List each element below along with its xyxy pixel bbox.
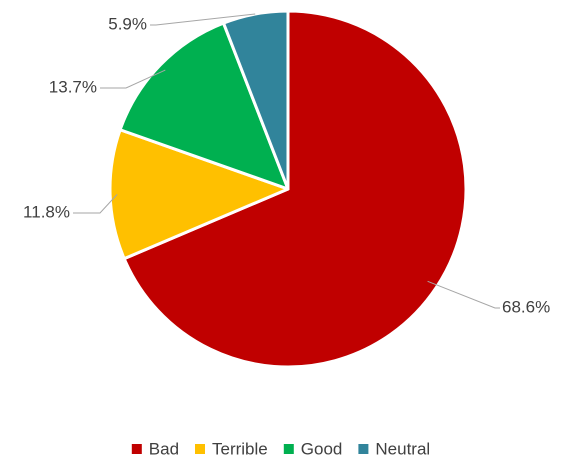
leader-line-neutral [150,13,256,26]
leader-line-terrible [73,194,118,214]
pie-slice-good [118,21,290,191]
legend-label-bad: Bad [149,439,179,458]
data-labels-layer: 68.6% 11.8% 13.7% 5.9% [23,14,550,316]
legend-label-neutral: Neutral [375,439,430,458]
data-label-good: 13.7% [49,77,97,96]
slices-layer [108,9,468,369]
data-label-neutral: 5.9% [108,14,147,33]
leader-line-bad [427,280,500,309]
data-label-bad: 68.6% [502,297,550,316]
legend-swatch-good [283,444,294,454]
legend: Bad Terrible Good Neutral [131,439,430,458]
data-label-terrible: 11.8% [23,202,70,221]
legend-swatch-terrible [195,444,205,454]
legend-swatch-neutral [358,444,369,454]
leader-lines-layer [73,13,500,309]
leader-line-good [100,69,166,89]
legend-label-good: Good [301,439,343,458]
legend-swatch-bad [131,444,142,454]
pie-slice-terrible [108,128,290,261]
legend-label-terrible: Terrible [212,439,268,458]
pie-slice-bad [122,9,468,369]
